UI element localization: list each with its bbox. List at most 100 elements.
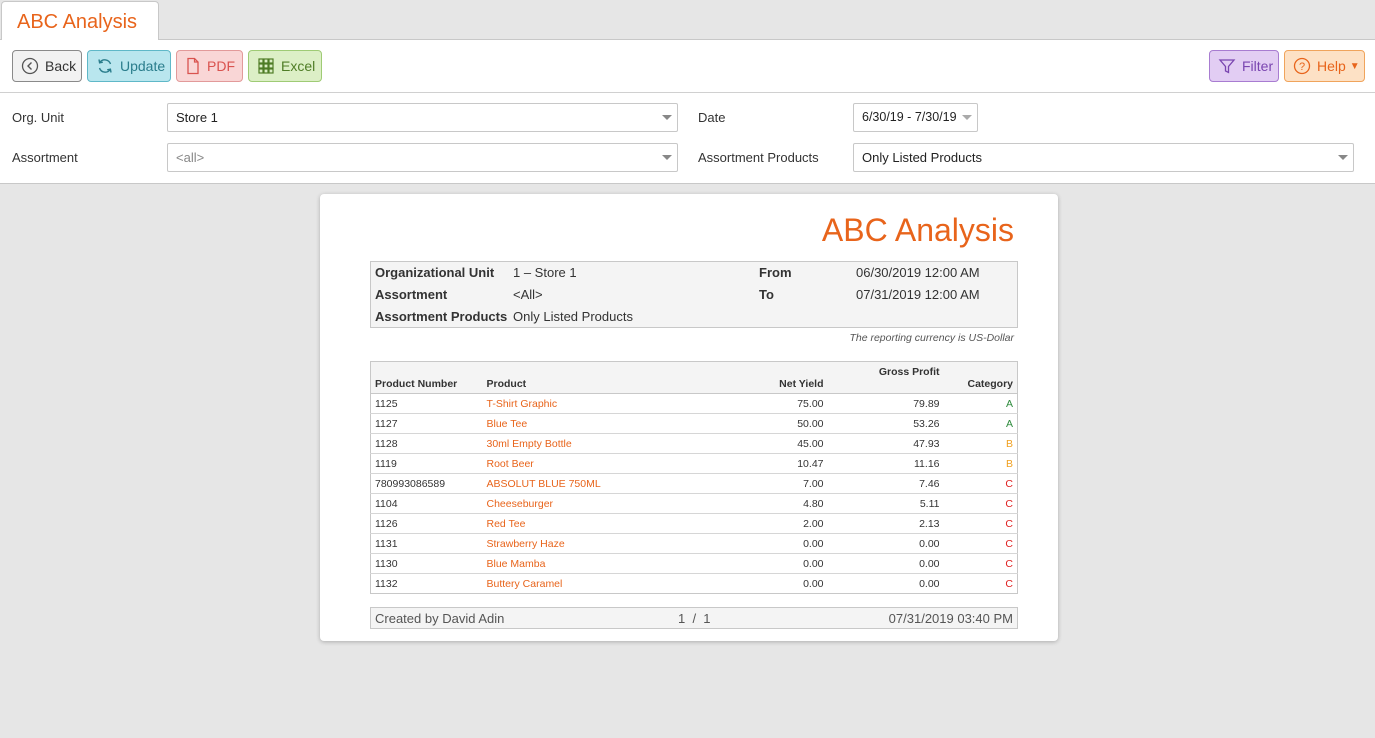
date-label: Date: [698, 110, 726, 125]
cell-product-link[interactable]: T-Shirt Graphic: [482, 393, 713, 414]
cell-gross-profit: 0.00: [827, 533, 944, 554]
help-button[interactable]: ? Help ▼: [1284, 50, 1365, 82]
chevron-down-icon: [1338, 155, 1348, 160]
cell-product-number: 1125: [370, 393, 483, 414]
table-row: 780993086589 ABSOLUT BLUE 750ML 7.00 7.46 C: [370, 473, 1018, 494]
refresh-icon: [96, 57, 114, 75]
org-unit-select[interactable]: Store 1: [167, 103, 678, 132]
cell-product-link[interactable]: Cheeseburger: [482, 493, 713, 514]
cell-net-yield: 7.00: [712, 473, 828, 494]
table-row: 1126 Red Tee 2.00 2.13 C: [370, 513, 1018, 534]
date-select[interactable]: 6/30/19 - 7/30/19: [853, 103, 978, 132]
filter-button[interactable]: Filter: [1209, 50, 1279, 82]
cell-net-yield: 4.80: [712, 493, 828, 514]
cell-net-yield: 2.00: [712, 513, 828, 534]
cell-product-number: 1132: [375, 577, 398, 590]
file-icon: [185, 57, 201, 75]
cell-product-number: 1119: [370, 453, 483, 474]
cell-gross-profit: 11.16: [827, 453, 944, 474]
cell-category: C: [1005, 577, 1013, 590]
col-product-number: Product Number: [370, 361, 483, 394]
table-header-row: Product Number Product Net Yield Gross P…: [370, 361, 1018, 394]
pdf-button[interactable]: PDF: [176, 50, 243, 82]
help-label: Help: [1317, 58, 1346, 74]
cell-gross-profit: 79.89: [827, 393, 944, 414]
cell-net-yield: 10.47: [712, 453, 828, 474]
info-assortment-products-label: Assortment Products: [375, 309, 508, 324]
chevron-down-icon: [662, 115, 672, 120]
assortment-label: Assortment: [12, 150, 78, 165]
cell-net-yield: 45.00: [712, 433, 828, 454]
cell-category: C: [943, 553, 1018, 574]
cell-category: C: [943, 473, 1018, 494]
report-info-box: Organizational Unit 1 – Store 1 From 06/…: [370, 261, 1018, 328]
filter-label: Filter: [1242, 58, 1274, 74]
cell-category: C: [943, 513, 1018, 534]
col-product: Product: [482, 361, 713, 394]
cell-net-yield: 50.00: [712, 413, 828, 434]
question-circle-icon: ?: [1293, 57, 1311, 75]
cell-category: B: [943, 433, 1018, 454]
cell-product-link[interactable]: Red Tee: [482, 513, 713, 534]
cell-net-yield: 0.00: [803, 577, 824, 590]
back-label: Back: [45, 58, 77, 74]
info-from-value: 06/30/2019 12:00 AM: [856, 265, 980, 280]
info-to-value: 07/31/2019 12:00 AM: [856, 287, 980, 302]
cell-product-link[interactable]: ABSOLUT BLUE 750ML: [482, 473, 713, 494]
back-button[interactable]: Back: [12, 50, 82, 82]
cell-product-number: 780993086589: [370, 473, 483, 494]
tab-abc-analysis[interactable]: ABC Analysis: [1, 1, 159, 41]
filter-panel: Org. Unit Store 1 Date 6/30/19 - 7/30/19…: [0, 93, 1375, 184]
assortment-products-label: Assortment Products: [698, 150, 819, 165]
footer-timestamp: 07/31/2019 03:40 PM: [888, 611, 1013, 626]
footer-created-by: Created by David Adin: [375, 611, 505, 626]
excel-label: Excel: [281, 58, 316, 74]
cell-product-link[interactable]: Strawberry Haze: [482, 533, 713, 554]
footer-page-number: 1 / 1: [678, 611, 711, 626]
assortment-products-select[interactable]: Only Listed Products: [853, 143, 1354, 172]
table-row: 1127 Blue Tee 50.00 53.26 A: [370, 413, 1018, 434]
chevron-down-icon: [662, 155, 672, 160]
grid-icon: [257, 57, 275, 75]
excel-button[interactable]: Excel: [248, 50, 322, 82]
col-net-yield: Net Yield: [712, 361, 828, 394]
cell-category: A: [943, 413, 1018, 434]
svg-text:?: ?: [1299, 61, 1305, 73]
info-org-unit-value: 1 – Store 1: [513, 265, 577, 280]
cell-gross-profit: 53.26: [827, 413, 944, 434]
cell-category: C: [943, 533, 1018, 554]
cell-product-link[interactable]: 30ml Empty Bottle: [482, 433, 713, 454]
cell-category: B: [943, 453, 1018, 474]
update-button[interactable]: Update: [87, 50, 171, 82]
table-row: 1119 Root Beer 10.47 11.16 B: [370, 453, 1018, 474]
cell-product-link[interactable]: Root Beer: [482, 453, 713, 474]
col-gross-profit: Gross Profit: [827, 361, 944, 394]
report-title: ABC Analysis: [821, 212, 1014, 248]
cell-product-link[interactable]: Blue Tee: [482, 413, 713, 434]
cell-product-link[interactable]: Blue Mamba: [482, 553, 713, 574]
info-to-label: To: [759, 287, 774, 302]
product-table: Product Number Product Net Yield Gross P…: [370, 361, 1018, 594]
cell-gross-profit: 5.11: [827, 493, 944, 514]
caret-down-icon: ▼: [1349, 60, 1360, 72]
assortment-select[interactable]: <all>: [167, 143, 678, 172]
col-category: Category: [943, 361, 1018, 394]
currency-note: The reporting currency is US-Dollar: [849, 332, 1014, 344]
table-row: 1132 Buttery Caramel 0.00 0.00 C: [371, 574, 1018, 594]
assortment-value: <all>: [176, 150, 205, 165]
info-assortment-value: <All>: [513, 287, 543, 302]
cell-gross-profit: 7.46: [827, 473, 944, 494]
table-row: 1104 Cheeseburger 4.80 5.11 C: [370, 493, 1018, 514]
date-value: 6/30/19 - 7/30/19: [862, 110, 957, 124]
info-assortment-products-value: Only Listed Products: [513, 309, 633, 324]
cell-product-link[interactable]: Buttery Caramel: [486, 577, 563, 590]
cell-gross-profit: 47.93: [827, 433, 944, 454]
tab-bar: ABC Analysis: [0, 0, 1375, 41]
cell-product-number: 1127: [370, 413, 483, 434]
cell-product-number: 1130: [370, 553, 483, 574]
cell-category: C: [943, 493, 1018, 514]
info-assortment-label: Assortment: [375, 287, 448, 302]
cell-net-yield: 75.00: [712, 393, 828, 414]
pdf-label: PDF: [207, 58, 235, 74]
cell-gross-profit: 2.13: [827, 513, 944, 534]
